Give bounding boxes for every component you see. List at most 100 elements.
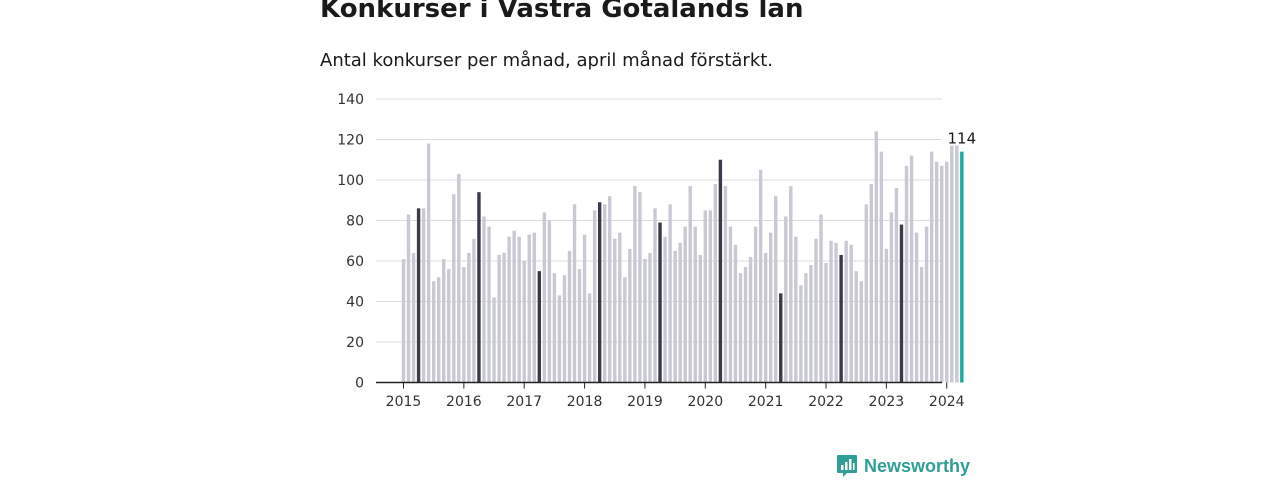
x-tick-label: 2018 xyxy=(567,394,603,410)
bar xyxy=(809,265,813,383)
bar xyxy=(401,258,406,383)
bar xyxy=(804,273,808,383)
bar-april xyxy=(537,271,542,383)
y-axis-tick-labels: 0 20 40 60 80 100 120 140 xyxy=(337,92,364,392)
bar xyxy=(945,161,949,383)
bar xyxy=(532,232,536,383)
bar xyxy=(698,254,702,383)
bar xyxy=(849,244,853,383)
chart-subtitle: Antal konkurser per månad, april månad f… xyxy=(320,50,774,71)
x-tick-label: 2023 xyxy=(869,394,905,410)
bar xyxy=(638,192,642,383)
bar xyxy=(703,210,707,383)
bar xyxy=(406,214,411,383)
bar xyxy=(884,248,889,383)
y-tick-label: 80 xyxy=(346,214,364,230)
bar xyxy=(904,165,909,383)
bar xyxy=(542,212,547,383)
bar xyxy=(587,293,592,383)
bar xyxy=(653,208,657,383)
x-axis xyxy=(376,381,948,389)
bar xyxy=(934,161,939,383)
bar xyxy=(914,232,919,383)
bar xyxy=(437,277,441,383)
bar-april xyxy=(779,293,783,383)
bar xyxy=(628,248,632,383)
bar xyxy=(869,184,873,383)
bar xyxy=(522,261,526,383)
bar xyxy=(864,204,868,383)
bar xyxy=(497,254,501,383)
bar xyxy=(894,188,899,383)
bar xyxy=(457,173,461,383)
bar xyxy=(955,145,959,383)
bar xyxy=(502,252,506,383)
bar xyxy=(562,275,567,383)
bar xyxy=(688,186,692,383)
bar xyxy=(723,186,728,383)
bar xyxy=(693,226,697,383)
bar xyxy=(854,271,858,383)
bar xyxy=(643,258,647,383)
bar-april xyxy=(658,222,662,383)
brand-name: Newsworthy xyxy=(864,455,971,476)
bar xyxy=(421,208,426,383)
bar xyxy=(819,214,823,383)
bar xyxy=(411,252,416,383)
bar-april xyxy=(718,159,723,383)
y-tick-label: 140 xyxy=(337,92,364,108)
bar xyxy=(618,232,622,383)
bar xyxy=(592,210,597,383)
bar xyxy=(799,285,803,383)
bar xyxy=(844,240,848,383)
bar xyxy=(879,151,884,383)
bars xyxy=(401,131,964,383)
bar xyxy=(552,273,557,383)
bar xyxy=(623,277,627,383)
bar xyxy=(919,267,924,383)
bar xyxy=(683,226,687,383)
bar-april xyxy=(899,224,904,383)
bar xyxy=(547,220,552,383)
bar xyxy=(487,226,491,383)
y-tick-label: 20 xyxy=(346,335,364,351)
bar xyxy=(924,226,929,383)
bar xyxy=(557,295,562,383)
bar xyxy=(713,184,718,383)
bar xyxy=(889,212,894,383)
bar xyxy=(577,269,582,383)
bar xyxy=(648,252,652,383)
bar-april xyxy=(416,208,421,383)
bar xyxy=(753,226,758,383)
bar xyxy=(940,165,944,383)
y-tick-label: 120 xyxy=(337,133,364,149)
bar xyxy=(426,143,431,383)
bar xyxy=(567,250,572,383)
bar xyxy=(834,242,838,383)
bar xyxy=(758,169,763,383)
bar xyxy=(929,151,934,383)
bar xyxy=(673,250,677,383)
brand-logo: Newsworthy xyxy=(836,454,970,478)
bar xyxy=(507,236,511,383)
bar-april xyxy=(477,192,481,383)
x-tick-label: 2020 xyxy=(687,394,723,410)
bar xyxy=(824,263,828,383)
bar xyxy=(472,238,476,383)
bar xyxy=(829,240,833,383)
bar xyxy=(789,186,793,383)
bar xyxy=(733,244,738,383)
x-tick-label: 2017 xyxy=(506,394,542,410)
bar xyxy=(512,230,516,383)
bar xyxy=(814,238,818,383)
bar xyxy=(784,216,788,383)
bar xyxy=(859,281,863,383)
bar xyxy=(950,145,954,383)
bar xyxy=(743,267,748,383)
bar xyxy=(794,236,798,383)
bar xyxy=(738,273,743,383)
y-tick-label: 0 xyxy=(355,376,364,392)
bar xyxy=(748,256,753,383)
bar-april xyxy=(597,202,602,383)
